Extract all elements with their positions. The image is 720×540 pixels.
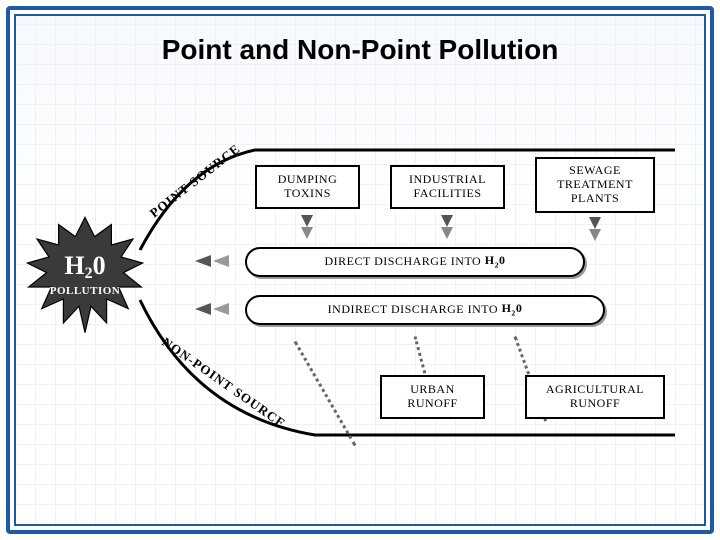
- arrow-left-icon: [213, 255, 229, 267]
- pill-indirect-discharge: INDIRECT DISCHARGE INTO H20: [245, 295, 605, 325]
- arrow-icon: [589, 217, 601, 229]
- h2o-label: H20: [481, 254, 505, 270]
- h2o-pollution-burst: H20 POLLUTION: [25, 215, 145, 335]
- box-agricultural-runoff: AGRICULTURAL RUNOFF: [525, 375, 665, 419]
- arrow-icon: [441, 227, 453, 239]
- arrow-icon: [301, 215, 313, 227]
- page-title: Point and Non-Point Pollution: [0, 34, 720, 66]
- arrow-icon: [441, 215, 453, 227]
- non-point-source-label: NON-POINT SOURCE: [159, 334, 289, 432]
- pill-direct-discharge: DIRECT DISCHARGE INTO H20: [245, 247, 585, 277]
- arrow-left-icon: [213, 303, 229, 315]
- arrow-left-icon: [195, 255, 211, 267]
- box-urban-runoff: URBAN RUNOFF: [380, 375, 485, 419]
- burst-h: H: [64, 251, 84, 280]
- arrow-icon: [301, 227, 313, 239]
- arrow-left-icon: [195, 303, 211, 315]
- burst-label: H20 POLLUTION: [25, 215, 145, 335]
- point-source-label: POINT SOURCE: [147, 141, 244, 222]
- burst-sub: 2: [85, 266, 93, 283]
- box-sewage-plants: SEWAGE TREATMENT PLANTS: [535, 157, 655, 213]
- box-dumping-toxins: DUMPING TOXINS: [255, 165, 360, 209]
- box-industrial-facilities: INDUSTRIAL FACILITIES: [390, 165, 505, 209]
- arrow-icon: [589, 229, 601, 241]
- h2o-label: H20: [498, 302, 522, 318]
- pollution-diagram: H20 POLLUTION POINT SOURCE NON-POINT SOU…: [35, 135, 685, 485]
- burst-o: 0: [93, 251, 106, 280]
- dotted-connector: [294, 341, 357, 446]
- burst-pollution: POLLUTION: [50, 285, 121, 297]
